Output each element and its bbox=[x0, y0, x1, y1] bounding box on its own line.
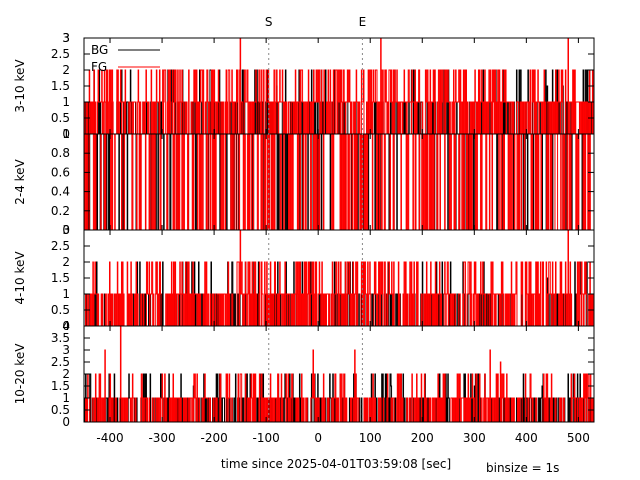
y-top-label: 3 bbox=[62, 223, 70, 237]
y-tick-label: 1 bbox=[62, 287, 70, 301]
panel-ylabel: 2-4 keV bbox=[13, 158, 27, 204]
marker-s-label: S bbox=[265, 15, 273, 29]
y-tick-label: 2.5 bbox=[51, 355, 70, 369]
series-bg-line bbox=[84, 134, 594, 230]
y-tick-label: 0.5 bbox=[51, 303, 70, 317]
y-top-label: 1 bbox=[62, 127, 70, 141]
panel-series bbox=[84, 38, 594, 134]
panel-series bbox=[84, 326, 594, 422]
series-fg-line bbox=[84, 230, 594, 326]
series-fg-line bbox=[84, 326, 594, 422]
y-tick-label: 1.5 bbox=[51, 271, 70, 285]
panel-ylabel: 10-20 keV bbox=[13, 343, 27, 405]
legend-label-fg: FG bbox=[91, 60, 107, 74]
y-tick-label: 0.5 bbox=[51, 403, 70, 417]
x-tick-label: -200 bbox=[200, 431, 227, 445]
y-tick-label: 0 bbox=[62, 223, 70, 237]
x-tick-label: -300 bbox=[148, 431, 175, 445]
y-tick-label: 0.2 bbox=[51, 204, 70, 218]
y-tick-label: 2 bbox=[62, 63, 70, 77]
series-fg-line bbox=[84, 38, 594, 134]
panel-2: 0 0.2 0.4 0.6 0.8 1 2-4 keV bbox=[13, 127, 595, 237]
y-tick-label: 2.5 bbox=[51, 239, 70, 253]
series-bg-line bbox=[84, 261, 594, 326]
y-tick-label: 0.5 bbox=[51, 111, 70, 125]
x-tick-label: 400 bbox=[515, 431, 538, 445]
y-tick-label: 2.5 bbox=[51, 47, 70, 61]
y-top-label: 3 bbox=[62, 31, 70, 45]
y-tick-label: 1.5 bbox=[51, 379, 70, 393]
binsize-note: binsize = 1s bbox=[486, 461, 559, 475]
y-tick-label: 0.4 bbox=[51, 185, 70, 199]
y-tick-label: 2 bbox=[62, 255, 70, 269]
y-tick-label: 2 bbox=[62, 367, 70, 381]
y-top-label: 4 bbox=[62, 319, 70, 333]
y-tick-label: 0 bbox=[62, 415, 70, 429]
x-axis-title: time since 2025-04-01T03:59:08 [sec] bbox=[221, 457, 451, 471]
y-tick-label: 1.5 bbox=[51, 79, 70, 93]
y-tick-label: 0 bbox=[62, 127, 70, 141]
x-tick-label: -100 bbox=[253, 431, 280, 445]
y-tick-label: 1 bbox=[62, 391, 70, 405]
y-tick-label: 0 bbox=[62, 319, 70, 333]
panel-ylabel: 4-10 keV bbox=[13, 251, 27, 305]
panel-3: 0 0.5 1 1.5 2 2.5 3 4-10 keV bbox=[13, 223, 595, 333]
y-tick-label: 1 bbox=[62, 95, 70, 109]
marker-e-label: E bbox=[359, 15, 367, 29]
x-axis: -400 -300 -200 -100 0 100 200 300 400 500 bbox=[96, 431, 589, 445]
x-tick-label: -400 bbox=[96, 431, 123, 445]
x-tick-label: 300 bbox=[463, 431, 486, 445]
y-tick-label: 0.6 bbox=[51, 165, 70, 179]
x-tick-label: 0 bbox=[314, 431, 322, 445]
panel-series bbox=[84, 230, 594, 326]
legend: BG FG bbox=[91, 43, 160, 74]
y-tick-label: 0.8 bbox=[51, 146, 70, 160]
panel-ylabel: 3-10 keV bbox=[13, 59, 27, 113]
series-fg-line bbox=[84, 134, 594, 230]
x-tick-label: 500 bbox=[567, 431, 590, 445]
y-tick-label: 3.5 bbox=[51, 331, 70, 345]
panel-series bbox=[84, 134, 594, 230]
x-tick-label: 100 bbox=[359, 431, 382, 445]
x-tick-label: 200 bbox=[411, 431, 434, 445]
y-tick-label: 3 bbox=[62, 343, 70, 357]
y-tick-label: 3 bbox=[62, 31, 70, 45]
legend-label-bg: BG bbox=[91, 43, 108, 57]
panel-frame bbox=[83, 133, 595, 231]
